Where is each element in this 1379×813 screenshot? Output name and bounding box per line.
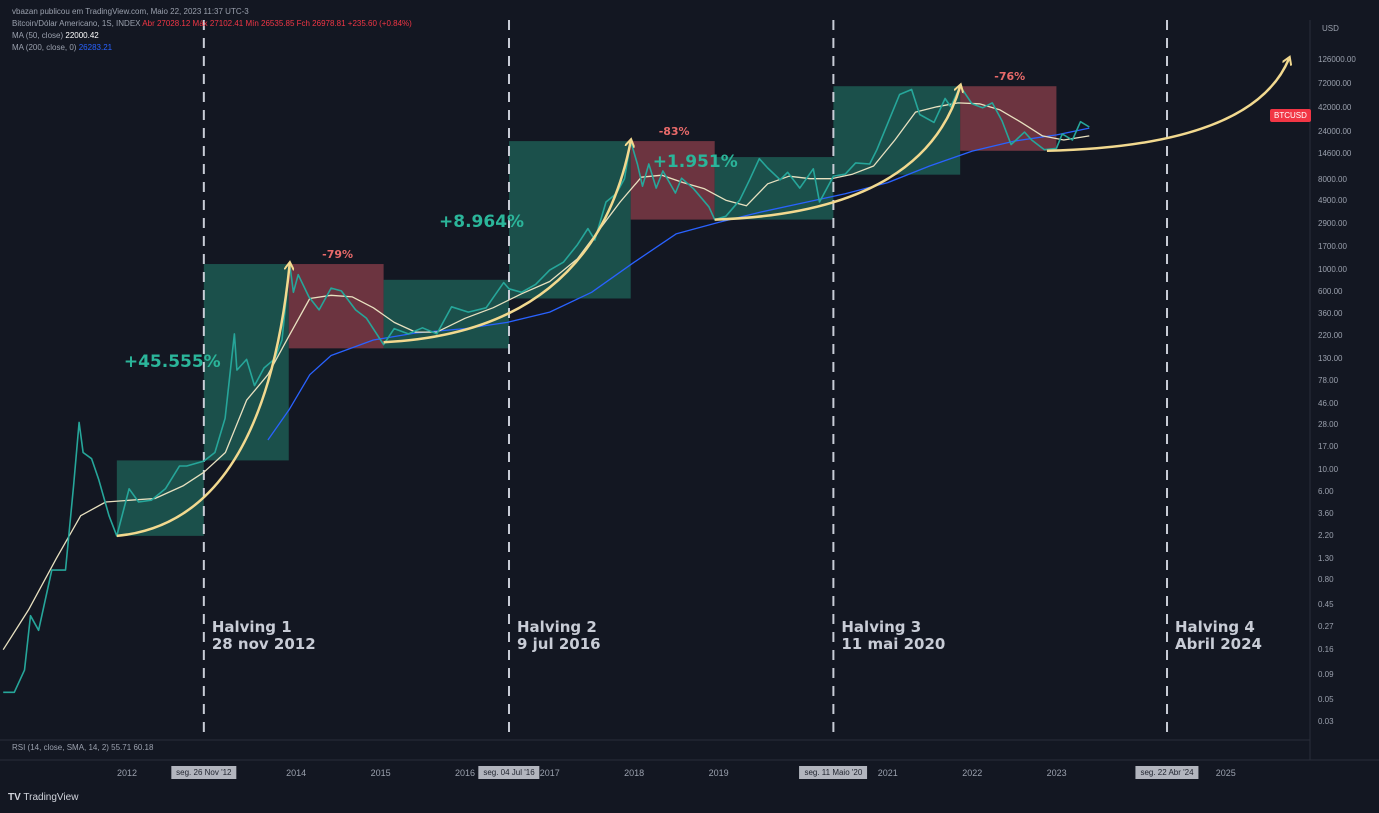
- ma200-label: MA (200, close, 0): [12, 43, 77, 52]
- halving-date: 11 mai 2020: [841, 635, 946, 653]
- y-tick-label: 126000.00: [1318, 55, 1356, 65]
- gain-label-1: +45.555%: [123, 352, 221, 373]
- growth-arrow-1: [116, 264, 290, 538]
- y-tick-label: 4900.00: [1318, 196, 1347, 206]
- y-tick-label: 0.09: [1318, 669, 1334, 679]
- symbol-name: Bitcoin/Dólar Americano, 1S, INDEX: [12, 19, 141, 28]
- tradingview-brand[interactable]: TV TradingView: [8, 792, 78, 803]
- y-tick-label: 1000.00: [1318, 265, 1347, 275]
- halving-title: Halving 4: [1175, 618, 1255, 636]
- x-tick-label: 2017: [539, 768, 560, 778]
- series-ma-200-close-0: [267, 127, 1090, 441]
- loss-label-4: -83%: [658, 125, 690, 139]
- y-tick-label: 72000.00: [1318, 79, 1352, 89]
- y-tick-label: 0.80: [1318, 574, 1334, 584]
- series-btcusd: [3, 85, 1090, 694]
- y-tick-label: 17.00: [1318, 442, 1339, 452]
- y-tick-label: 10.00: [1318, 465, 1339, 475]
- halving-date: Abril 2024: [1175, 635, 1262, 653]
- x-tick-label: 2025: [1215, 768, 1236, 778]
- x-tick-label: 2014: [286, 768, 307, 778]
- y-tick-label: 8000.00: [1318, 174, 1347, 184]
- loss-label-6: -76%: [994, 70, 1026, 84]
- bull-cycle-box-1: [116, 460, 204, 536]
- y-tick-label: 78.00: [1318, 375, 1339, 385]
- bull-cycle-box-4: [383, 279, 510, 349]
- y-tick-label: 14600.00: [1318, 148, 1352, 158]
- y-tick-label: 42000.00: [1318, 102, 1352, 112]
- x-tick-label: 2023: [1046, 768, 1067, 778]
- projected-growth-arrow: [1046, 59, 1289, 153]
- y-tick-label: 46.00: [1318, 398, 1339, 408]
- y-tick-label: 0.45: [1318, 599, 1334, 609]
- y-tick-label: 600.00: [1318, 287, 1343, 297]
- y-tick-label: 2900.00: [1318, 218, 1347, 228]
- ma50-label: MA (50, close): [12, 31, 64, 40]
- halving-title: Halving 2: [517, 618, 597, 636]
- y-tick-label: 360.00: [1318, 309, 1343, 319]
- rsi-label: RSI (14, close, SMA, 14, 2): [12, 743, 109, 752]
- y-tick-label: 1.30: [1318, 553, 1334, 563]
- halving-date-badge: seg. 22 Abr '24: [1135, 766, 1199, 779]
- x-tick-label: 2016: [455, 768, 476, 778]
- last-price-tag: BTCUSD: [1270, 109, 1311, 122]
- ohlc-values: Abr 27028.12 Máx 27102.41 Mín 26535.85 F…: [142, 19, 412, 28]
- growth-arrow-3: [714, 86, 960, 221]
- halving-date: 28 nov 2012: [211, 635, 316, 653]
- halving-1-label: Halving 1 28 nov 2012: [212, 619, 316, 653]
- x-tick-label: 2021: [877, 768, 898, 778]
- y-tick-label: 0.16: [1318, 644, 1334, 654]
- y-tick-label: 0.05: [1318, 695, 1334, 705]
- halving-date-badge: seg. 04 Jul '16: [478, 766, 540, 779]
- halving-3-label: Halving 3 11 mai 2020: [841, 619, 945, 653]
- growth-arrow-2: [383, 141, 631, 344]
- x-tick-label: 2018: [624, 768, 645, 778]
- bull-cycle-box-5: [509, 141, 631, 299]
- x-tick-label: 2019: [708, 768, 729, 778]
- loss-label-2: -79%: [322, 248, 354, 262]
- y-axis-unit: USD: [1322, 24, 1339, 33]
- y-tick-label: 0.03: [1318, 717, 1334, 727]
- y-tick-label: 3.60: [1318, 509, 1334, 519]
- halving-4-label: Halving 4 Abril 2024: [1175, 619, 1262, 653]
- ma200-value: 26283.21: [78, 43, 113, 52]
- bear-cycle-box-9: [960, 86, 1057, 151]
- x-tick-label: 2022: [962, 768, 983, 778]
- y-tick-label: 28.00: [1318, 420, 1339, 430]
- gain-label-5: +1.951%: [652, 152, 738, 173]
- halving-title: Halving 3: [841, 618, 922, 636]
- y-tick-label: 1700.00: [1318, 242, 1347, 252]
- ma50-value: 22000.42: [65, 31, 99, 40]
- halving-date-badge: seg. 26 Nov '12: [171, 766, 237, 779]
- bear-cycle-box-3: [288, 264, 384, 349]
- y-tick-label: 220.00: [1318, 330, 1343, 340]
- gain-label-3: +8.964%: [439, 211, 525, 232]
- y-tick-label: 2.20: [1318, 530, 1334, 540]
- y-tick-label: 130.00: [1318, 353, 1343, 363]
- y-tick-label: 6.00: [1318, 487, 1334, 497]
- publisher-line: vbazan publicou em TradingView.com, Maio…: [12, 7, 249, 16]
- y-tick-label: 24000.00: [1318, 127, 1352, 137]
- chart-legend: vbazan publicou em TradingView.com, Maio…: [12, 6, 412, 54]
- brand-name: TradingView: [23, 792, 79, 803]
- tradingview-logo: TV: [8, 792, 21, 803]
- rsi-sma-value: 60.18: [133, 743, 154, 752]
- x-tick-label: 2012: [117, 768, 138, 778]
- rsi-legend: RSI (14, close, SMA, 14, 2) 55.71 60.18: [12, 743, 153, 752]
- halving-date-badge: seg. 11 Maio '20: [799, 766, 868, 779]
- halving-title: Halving 1: [211, 618, 292, 636]
- rsi-value: 55.71: [111, 743, 132, 752]
- x-tick-label: 2015: [370, 768, 391, 778]
- y-tick-label: 0.27: [1318, 621, 1334, 631]
- halving-date: 9 jul 2016: [517, 635, 601, 653]
